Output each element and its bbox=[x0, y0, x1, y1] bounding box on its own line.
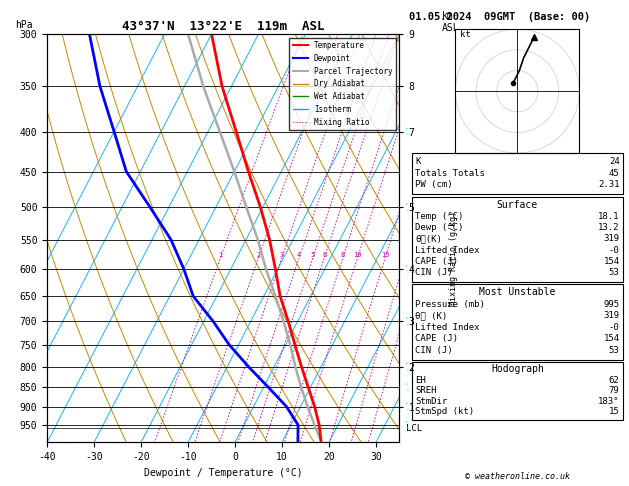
Text: θᴇ(K): θᴇ(K) bbox=[415, 234, 442, 243]
Text: Dewp (°C): Dewp (°C) bbox=[415, 223, 464, 232]
Text: CIN (J): CIN (J) bbox=[415, 268, 453, 278]
Text: 2: 2 bbox=[257, 252, 260, 258]
Text: CIN (J): CIN (J) bbox=[415, 346, 453, 355]
Text: 2.31: 2.31 bbox=[598, 180, 620, 190]
Text: -0: -0 bbox=[609, 245, 620, 255]
Text: © weatheronline.co.uk: © weatheronline.co.uk bbox=[465, 472, 570, 481]
Text: θᴇ (K): θᴇ (K) bbox=[415, 311, 447, 320]
Text: Temp (°C): Temp (°C) bbox=[415, 211, 464, 221]
X-axis label: Dewpoint / Temperature (°C): Dewpoint / Temperature (°C) bbox=[144, 468, 303, 478]
Text: 4: 4 bbox=[297, 252, 301, 258]
Text: 1: 1 bbox=[218, 252, 223, 258]
Text: 13.2: 13.2 bbox=[598, 223, 620, 232]
Text: hPa: hPa bbox=[16, 20, 33, 30]
Text: 319: 319 bbox=[603, 311, 620, 320]
Text: Lifted Index: Lifted Index bbox=[415, 323, 480, 331]
Text: K: K bbox=[415, 157, 421, 166]
Text: kt: kt bbox=[460, 31, 470, 39]
Text: SREH: SREH bbox=[415, 386, 437, 395]
Text: Hodograph: Hodograph bbox=[491, 364, 544, 375]
Text: 8: 8 bbox=[341, 252, 345, 258]
Y-axis label: km
ASL: km ASL bbox=[442, 11, 459, 33]
Text: 154: 154 bbox=[603, 257, 620, 266]
Text: 15: 15 bbox=[609, 407, 620, 417]
Text: Surface: Surface bbox=[497, 200, 538, 210]
Text: 10: 10 bbox=[353, 252, 362, 258]
Text: Most Unstable: Most Unstable bbox=[479, 287, 555, 297]
Text: CAPE (J): CAPE (J) bbox=[415, 334, 458, 343]
Text: 15: 15 bbox=[381, 252, 389, 258]
Text: 01.05.2024  09GMT  (Base: 00): 01.05.2024 09GMT (Base: 00) bbox=[409, 12, 591, 22]
Text: -0: -0 bbox=[609, 323, 620, 331]
Text: EH: EH bbox=[415, 376, 426, 384]
Text: 6: 6 bbox=[322, 252, 326, 258]
Text: 53: 53 bbox=[609, 346, 620, 355]
Text: 319: 319 bbox=[603, 234, 620, 243]
Text: 183°: 183° bbox=[598, 397, 620, 406]
Text: Lifted Index: Lifted Index bbox=[415, 245, 480, 255]
Legend: Temperature, Dewpoint, Parcel Trajectory, Dry Adiabat, Wet Adiabat, Isotherm, Mi: Temperature, Dewpoint, Parcel Trajectory… bbox=[289, 38, 396, 130]
Text: StmSpd (kt): StmSpd (kt) bbox=[415, 407, 474, 417]
Text: Mixing Ratio (g/kg): Mixing Ratio (g/kg) bbox=[448, 211, 458, 306]
Text: 995: 995 bbox=[603, 299, 620, 309]
Text: CAPE (J): CAPE (J) bbox=[415, 257, 458, 266]
Title: 43°37'N  13°22'E  119m  ASL: 43°37'N 13°22'E 119m ASL bbox=[122, 20, 325, 33]
Text: 62: 62 bbox=[609, 376, 620, 384]
Text: Totals Totals: Totals Totals bbox=[415, 169, 485, 178]
Text: PW (cm): PW (cm) bbox=[415, 180, 453, 190]
Text: 154: 154 bbox=[603, 334, 620, 343]
Text: LCL: LCL bbox=[406, 424, 423, 433]
Text: 5: 5 bbox=[311, 252, 315, 258]
Text: 18.1: 18.1 bbox=[598, 211, 620, 221]
Text: 3: 3 bbox=[280, 252, 284, 258]
Text: 79: 79 bbox=[609, 386, 620, 395]
Text: 24: 24 bbox=[609, 157, 620, 166]
Text: StmDir: StmDir bbox=[415, 397, 447, 406]
Text: Pressure (mb): Pressure (mb) bbox=[415, 299, 485, 309]
Text: 45: 45 bbox=[609, 169, 620, 178]
Text: 53: 53 bbox=[609, 268, 620, 278]
